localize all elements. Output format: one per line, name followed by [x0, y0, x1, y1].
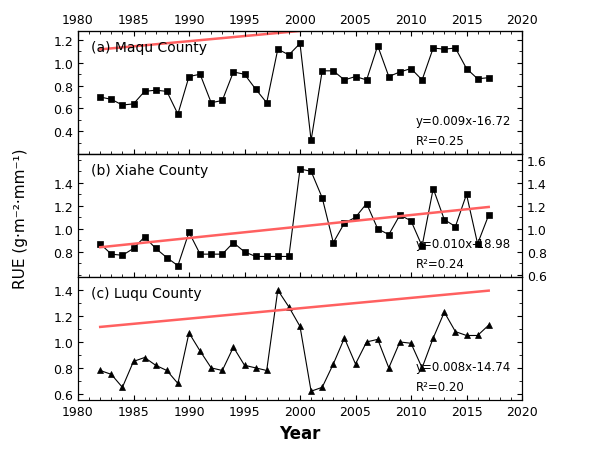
Text: (a) Maqu County: (a) Maqu County: [91, 40, 208, 55]
Text: y=0.010x-18.98: y=0.010x-18.98: [415, 238, 511, 251]
Text: (b) Xiahe County: (b) Xiahe County: [91, 163, 209, 177]
Text: R²=0.25: R²=0.25: [415, 134, 464, 147]
Text: y=0.008x-14.74: y=0.008x-14.74: [415, 360, 511, 374]
Text: R²=0.20: R²=0.20: [415, 380, 464, 393]
X-axis label: Year: Year: [280, 424, 320, 442]
Text: R²=0.24: R²=0.24: [415, 257, 464, 270]
Text: y=0.009x-16.72: y=0.009x-16.72: [415, 115, 511, 128]
Text: RUE (g·m⁻²·mm⁻¹): RUE (g·m⁻²·mm⁻¹): [14, 148, 29, 288]
Text: (c) Luqu County: (c) Luqu County: [91, 286, 202, 300]
